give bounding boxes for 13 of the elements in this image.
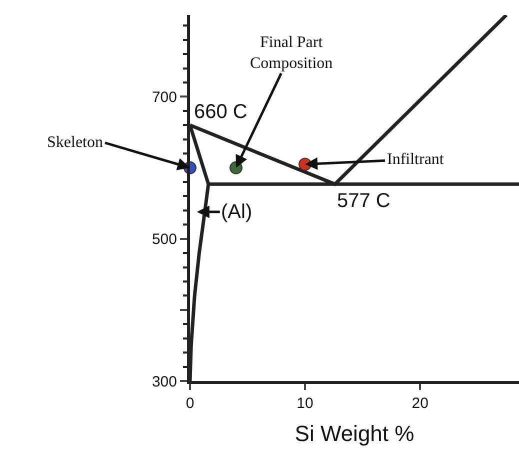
annotation: Infiltrant — [387, 151, 444, 168]
y-tick-label: 300 — [152, 373, 177, 390]
x-tick-label: 10 — [296, 395, 314, 412]
y-tick-label: 500 — [152, 231, 177, 248]
annotation: 660 C — [194, 101, 248, 123]
annotation: Skeleton — [47, 134, 103, 151]
annotation: Final Part Composition — [250, 34, 333, 72]
annotation: 577 C — [337, 190, 390, 212]
x-tick-label: 0 — [186, 395, 194, 412]
x-axis-title: Si Weight % — [294, 420, 414, 446]
y-tick-label: 700 — [152, 88, 177, 106]
x-tick-label: 20 — [412, 395, 428, 412]
annotation: (Al) — [221, 201, 252, 223]
